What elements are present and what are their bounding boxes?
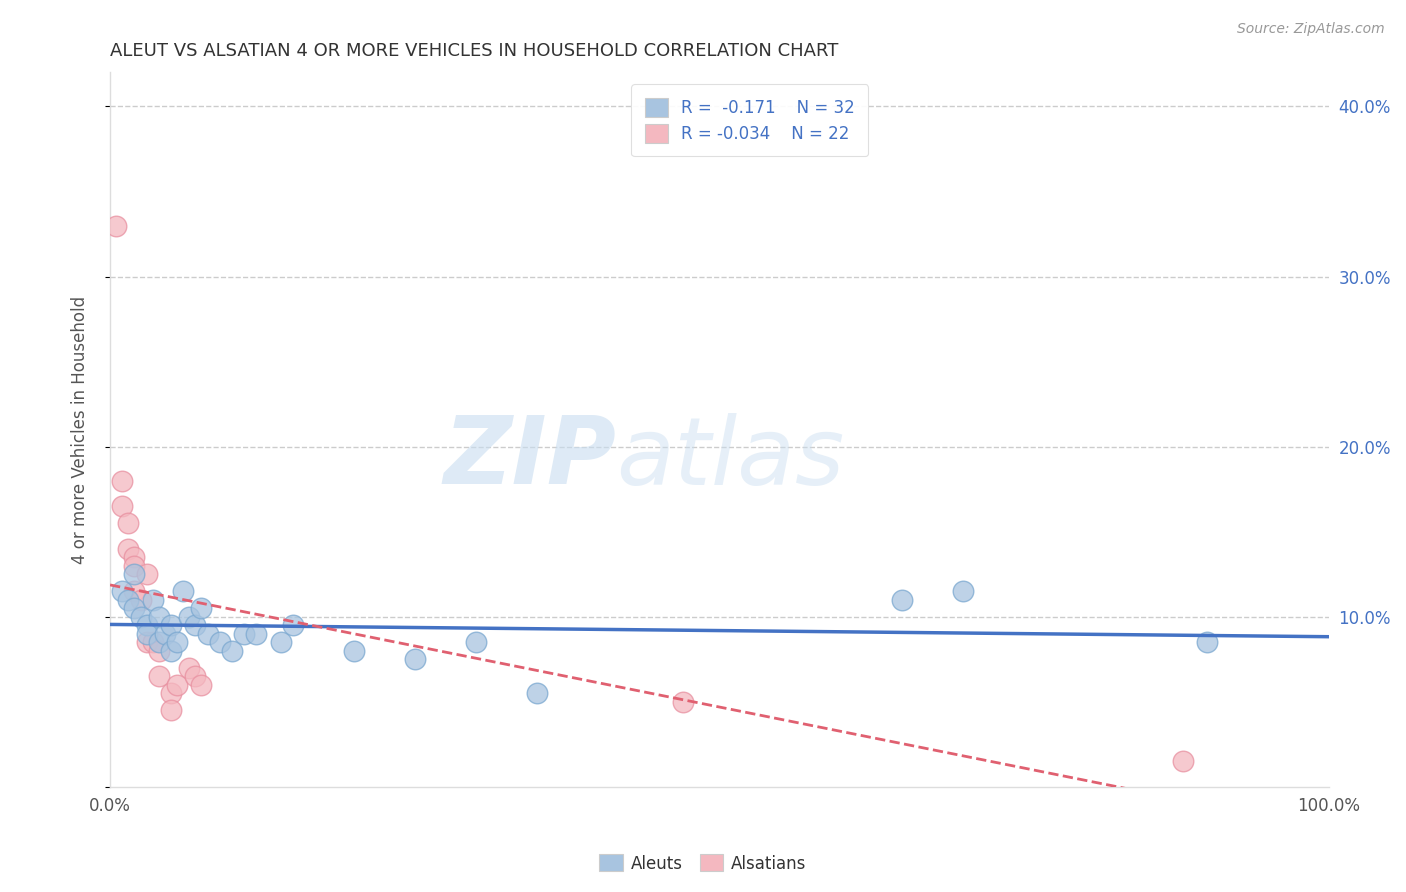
Point: [124, 601, 146, 615]
Point: [135, 618, 157, 632]
Y-axis label: 4 or more Vehicles in Household: 4 or more Vehicles in Household: [72, 295, 89, 564]
Point: [343, 644, 366, 658]
Point: [160, 618, 183, 632]
Legend: Aleuts, Alsatians: Aleuts, Alsatians: [593, 847, 813, 880]
Point: [135, 626, 157, 640]
Point: [891, 592, 914, 607]
Point: [1195, 635, 1218, 649]
Point: [124, 584, 146, 599]
Point: [197, 626, 219, 640]
Point: [148, 669, 170, 683]
Point: [111, 584, 134, 599]
Point: [270, 635, 292, 649]
Point: [166, 678, 188, 692]
Legend: R =  -0.171    N = 32, R = -0.034    N = 22: R = -0.171 N = 32, R = -0.034 N = 22: [631, 85, 869, 156]
Point: [111, 474, 134, 488]
Point: [135, 567, 157, 582]
Point: [153, 626, 176, 640]
Point: [142, 635, 165, 649]
Point: [117, 592, 139, 607]
Point: [179, 609, 201, 624]
Point: [404, 652, 426, 666]
Point: [166, 635, 188, 649]
Point: [129, 609, 152, 624]
Text: ALEUT VS ALSATIAN 4 OR MORE VEHICLES IN HOUSEHOLD CORRELATION CHART: ALEUT VS ALSATIAN 4 OR MORE VEHICLES IN …: [110, 42, 838, 60]
Point: [148, 635, 170, 649]
Point: [160, 703, 183, 717]
Point: [952, 584, 974, 599]
Text: ZIP: ZIP: [443, 412, 616, 504]
Point: [160, 644, 183, 658]
Point: [117, 541, 139, 556]
Point: [129, 592, 152, 607]
Text: Source: ZipAtlas.com: Source: ZipAtlas.com: [1237, 22, 1385, 37]
Point: [148, 609, 170, 624]
Point: [160, 686, 183, 700]
Point: [190, 601, 212, 615]
Point: [135, 635, 157, 649]
Point: [172, 584, 194, 599]
Point: [1171, 755, 1194, 769]
Point: [245, 626, 267, 640]
Point: [105, 219, 128, 233]
Point: [221, 644, 243, 658]
Point: [124, 550, 146, 565]
Point: [124, 558, 146, 573]
Point: [184, 618, 207, 632]
Point: [190, 678, 212, 692]
Point: [208, 635, 231, 649]
Point: [464, 635, 486, 649]
Point: [148, 644, 170, 658]
Point: [179, 661, 201, 675]
Point: [117, 516, 139, 531]
Point: [526, 686, 548, 700]
Point: [281, 618, 304, 632]
Point: [672, 695, 695, 709]
Point: [233, 626, 256, 640]
Text: atlas: atlas: [616, 413, 844, 504]
Point: [142, 592, 165, 607]
Point: [184, 669, 207, 683]
Point: [111, 499, 134, 513]
Point: [124, 567, 146, 582]
